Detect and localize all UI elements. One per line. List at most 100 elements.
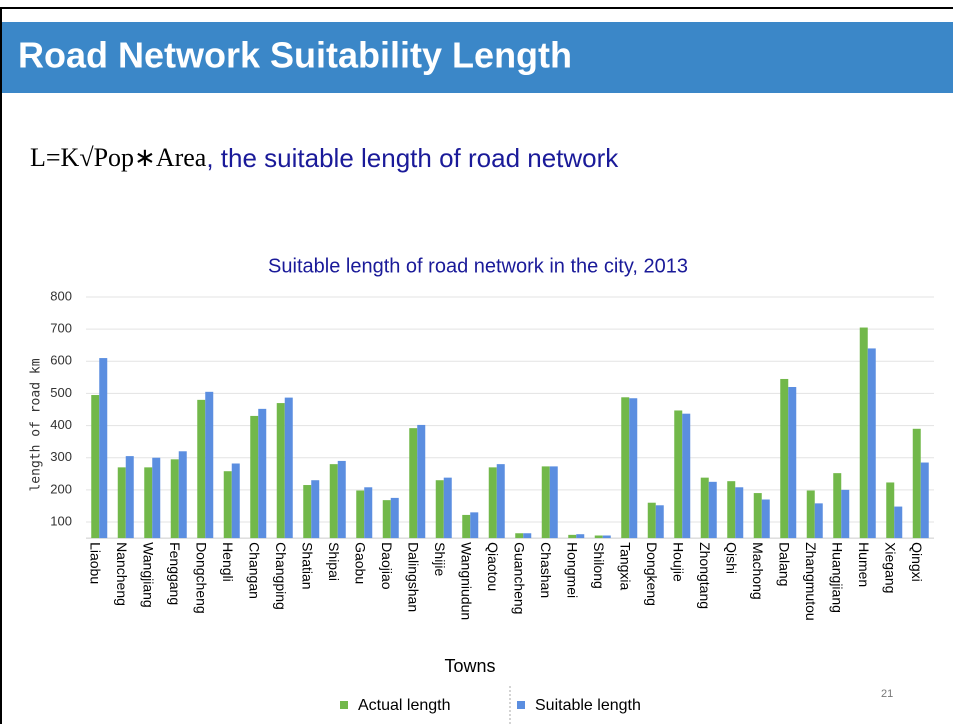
bar [886,482,895,539]
bar [462,514,471,539]
bar [99,358,108,539]
bar [337,460,346,539]
x-tick-label: Machong [750,542,766,600]
bar [311,480,320,539]
x-tick-label: Wangniudun [459,542,475,620]
bar [443,477,452,539]
x-tick-label: Wangjiang [141,542,157,608]
y-tick-label: 100 [50,513,72,528]
legend-label: Actual length [358,697,451,714]
formula-line: L=K√Pop∗Area, the suitable length of roa… [30,143,619,173]
bar [647,502,656,539]
bar [674,410,683,539]
bar [700,477,709,539]
x-tick-label: Gaobu [353,542,369,584]
bar [682,413,691,539]
bar [284,397,293,539]
y-tick-label: 600 [50,353,72,368]
bar [708,481,717,539]
bar [841,489,850,539]
bar [833,473,842,539]
bar [417,424,426,539]
x-tick-label: Shilong [591,542,607,589]
x-tick-label: Changping [273,542,289,610]
x-tick-label: Qingxi [909,542,925,582]
x-tick-label: Changan [247,542,263,599]
x-tick-label: Hengli [220,542,236,582]
x-tick-label: Guancheng [512,542,528,614]
bar [753,493,762,539]
x-tick-label: Qiaotou [485,542,501,591]
bar [515,533,524,539]
bar [303,485,312,539]
x-tick-label: Dalang [777,542,793,586]
bar [435,480,444,539]
bar [629,398,638,539]
y-tick-label: 200 [50,481,72,496]
bar [364,487,373,539]
bar [250,415,259,539]
x-tick-label: Zhangmutou [803,542,819,621]
x-axis-label: Towns [444,656,495,676]
y-tick-label: 500 [50,385,72,400]
y-tick-label: 700 [50,321,72,336]
bar [621,397,630,539]
bar [788,387,797,539]
x-tick-label: Qishi [724,542,740,574]
bar [814,503,823,539]
x-tick-label: Dongcheng [194,542,210,614]
x-tick-label: Xiegang [883,542,899,593]
y-axis-label: length of road km [29,358,44,491]
bar [144,467,153,539]
bar [390,497,399,539]
chart-title: Suitable length of road network in the c… [268,255,688,277]
bar [568,534,577,539]
legend-swatch [517,701,525,709]
bar [125,456,134,539]
bar [780,378,789,539]
y-tick-label: 800 [50,288,72,303]
bar [920,462,929,539]
x-tick-label: Hongmei [565,542,581,598]
bar [329,464,338,539]
legend-label: Suitable length [535,697,641,714]
header-bar [2,22,953,93]
x-tick-label: Zhongtang [697,542,713,609]
bar [549,466,558,539]
legend-swatch [340,701,348,709]
bar [356,490,365,539]
x-tick-label: Shijie [432,542,448,576]
bar [205,391,214,539]
x-tick-label: Chashan [538,542,554,598]
y-tick-label: 400 [50,417,72,432]
x-tick-label: Daojiao [379,542,395,590]
bar [859,327,868,539]
bar [178,451,187,539]
bar [170,459,179,539]
bar [576,534,585,539]
x-tick-label: Houjie [671,542,687,582]
bar [806,490,815,539]
x-tick-label: Huangjiang [830,542,846,613]
bar [594,535,603,539]
bar [894,506,903,539]
bar [223,471,232,539]
bar [152,457,161,539]
x-tick-label: Dalingshan [406,542,422,612]
x-tick-label: Shipai [326,542,342,581]
x-tick-label: Fenggang [167,542,183,605]
bar [523,533,532,539]
bar [91,395,100,539]
page-number: 21 [881,688,893,700]
bar [197,399,206,539]
bar [409,428,418,539]
formula-note: , the suitable length of road network [206,143,619,173]
x-tick-label: Tangxia [618,542,634,590]
bar [470,512,479,539]
x-tick-label: Humen [856,542,872,587]
bar [655,505,664,539]
x-tick-label: Nancheng [114,542,130,606]
bar [867,348,876,539]
x-tick-label: Liaobu [88,542,104,584]
